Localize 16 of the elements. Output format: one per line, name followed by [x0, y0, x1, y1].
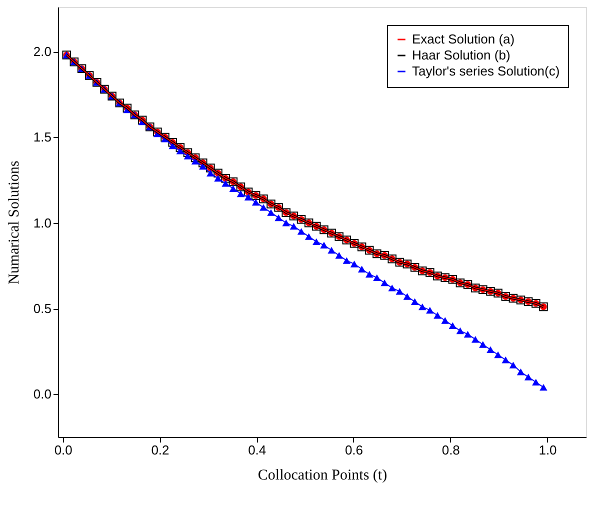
- legend-label: Taylor's series Solution(c): [412, 64, 560, 78]
- legend-label: Exact Solution (a): [412, 32, 515, 46]
- x-axis-title: Collocation Points (t): [258, 468, 388, 484]
- legend-label: Haar Solution (b): [412, 48, 510, 62]
- x-tick-label: 0.6: [344, 442, 364, 458]
- x-tick-label: 1.0: [538, 442, 557, 458]
- y-tick-label: 2.0: [33, 44, 52, 60]
- y-tick-label: 0.0: [33, 386, 52, 402]
- x-tick-label: 0.0: [54, 442, 72, 458]
- y-tick-label: 1.5: [33, 130, 52, 145]
- x-tick-label: 0.8: [442, 442, 460, 458]
- x-tick-label: 0.4: [248, 442, 266, 458]
- y-tick-label: 0.5: [33, 301, 52, 316]
- y-tick-label: 1.0: [33, 215, 52, 230]
- x-tick-label: 0.2: [151, 442, 170, 458]
- y-axis-title: Numarical Solutions: [6, 160, 22, 284]
